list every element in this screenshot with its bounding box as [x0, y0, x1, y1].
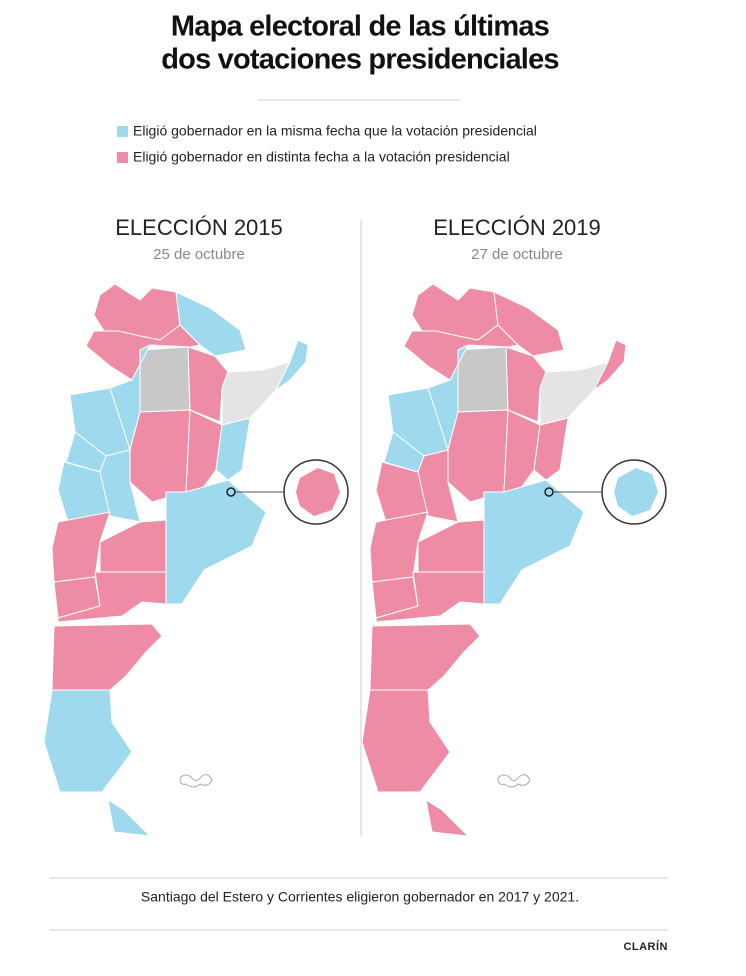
province: [215, 417, 251, 481]
province: [375, 571, 485, 623]
province: [417, 519, 485, 573]
map-title: ELECCIÓN 2015: [115, 215, 283, 240]
province: [457, 346, 509, 413]
caba-inset: [296, 468, 340, 516]
province: [493, 291, 565, 357]
province: [139, 346, 191, 413]
malvinas: [179, 774, 213, 788]
province: [57, 571, 167, 623]
legend-label: Eligió gobernador en distinta fecha a la…: [133, 149, 510, 165]
caba-inset: [614, 468, 658, 516]
province: [447, 409, 509, 503]
province: [51, 623, 163, 691]
province: [425, 799, 469, 837]
map-title: ELECCIÓN 2019: [433, 215, 601, 240]
province: [175, 291, 247, 357]
map-subtitle: 25 de octubre: [153, 246, 245, 263]
legend-label: Eligió gobernador en la misma fecha que …: [133, 123, 537, 139]
caba-marker: [544, 487, 554, 497]
province: [503, 409, 541, 493]
legend-swatch: [117, 152, 128, 163]
title-line: Mapa electoral de las últimas: [171, 11, 549, 43]
province: [369, 623, 481, 691]
map-2015: [43, 283, 349, 837]
province: [539, 361, 609, 426]
legend-swatch: [117, 126, 128, 137]
province: [43, 689, 133, 793]
source: CLARÍN: [623, 940, 668, 953]
province: [483, 479, 585, 605]
province: [593, 339, 627, 391]
province: [221, 361, 291, 426]
province: [107, 799, 151, 837]
province: [533, 417, 569, 481]
caba-marker: [226, 487, 236, 497]
province: [361, 689, 451, 793]
title-line: dos votaciones presidenciales: [161, 44, 558, 76]
footnote: Santiago del Estero y Corrientes eligier…: [141, 889, 579, 905]
province: [129, 409, 191, 503]
map-2019: [361, 283, 667, 837]
malvinas: [497, 774, 531, 788]
map-subtitle: 27 de octubre: [471, 246, 563, 263]
province: [99, 519, 167, 573]
province: [185, 409, 223, 493]
province: [275, 339, 309, 391]
province: [165, 479, 267, 605]
